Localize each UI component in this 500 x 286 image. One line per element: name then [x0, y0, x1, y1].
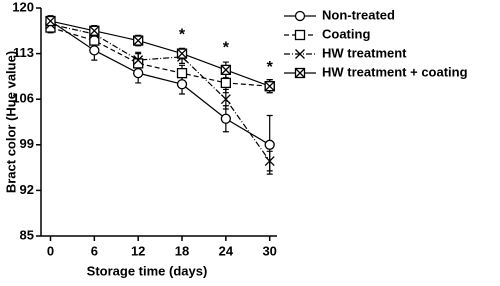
marker-shape [264, 139, 275, 150]
series-line [50, 26, 270, 87]
y-axis-label: Bract color (Hue value) [3, 51, 18, 193]
x-tick-label: 30 [262, 243, 276, 258]
x-tick-label: 24 [219, 243, 234, 258]
marker-shape [133, 55, 144, 66]
marker-shape [294, 10, 306, 22]
point [176, 48, 188, 59]
marker-shape [295, 49, 305, 59]
point [264, 156, 275, 167]
legend-marker [294, 10, 306, 22]
legend-marker [294, 29, 306, 41]
point [133, 35, 144, 46]
marker-shape [220, 64, 231, 75]
x-axis-label: Storage time (days) [87, 263, 208, 278]
x-tick-label: 6 [91, 243, 98, 258]
legend-label: Coating [322, 26, 370, 41]
point [176, 67, 188, 79]
x-tick-label: 12 [131, 243, 145, 258]
series-line [50, 20, 270, 87]
legend-label: HW treatment [322, 45, 407, 60]
legend-marker [295, 49, 305, 59]
marker-shape [294, 29, 306, 41]
point [89, 35, 100, 46]
marker-shape [176, 79, 188, 90]
annotation: * [223, 40, 230, 57]
point [89, 45, 100, 56]
marker-shape [220, 113, 232, 124]
marker-shape [264, 156, 275, 167]
legend-marker [294, 67, 306, 79]
marker-shape [89, 35, 100, 46]
y-tick-label: 92 [20, 182, 34, 197]
annotation: * [179, 27, 186, 44]
point [176, 79, 188, 90]
point [133, 67, 144, 79]
marker-shape [295, 68, 305, 78]
point [220, 94, 231, 105]
marker-shape [133, 35, 144, 46]
y-tick-label: 99 [20, 136, 34, 151]
point [45, 15, 56, 27]
point [133, 55, 144, 66]
point [89, 25, 100, 36]
marker-shape [89, 45, 100, 56]
y-tick-label: 106 [12, 91, 34, 106]
point [220, 113, 232, 124]
x-tick-label: 0 [47, 243, 54, 258]
marker-shape [176, 67, 188, 79]
y-tick-label: 85 [20, 227, 34, 242]
legend-label: Non-treated [322, 7, 395, 22]
point [264, 81, 275, 92]
y-tick-label: 120 [12, 0, 34, 14]
marker-shape [45, 16, 56, 26]
y-tick-label: 113 [13, 45, 34, 60]
marker-shape [264, 81, 275, 92]
legend-label: HW treatment + coating [322, 64, 468, 79]
annotation: * [267, 59, 274, 76]
point [220, 77, 232, 89]
marker-shape [220, 77, 232, 89]
point [220, 64, 232, 76]
series-line [50, 20, 271, 146]
marker-shape [177, 48, 187, 59]
marker-shape [133, 58, 144, 69]
marker-shape [220, 94, 231, 105]
x-tick-label: 18 [175, 243, 189, 258]
point [133, 58, 144, 69]
point [264, 139, 275, 150]
series-line [50, 23, 271, 162]
marker-shape [89, 25, 100, 36]
marker-shape [133, 67, 144, 79]
